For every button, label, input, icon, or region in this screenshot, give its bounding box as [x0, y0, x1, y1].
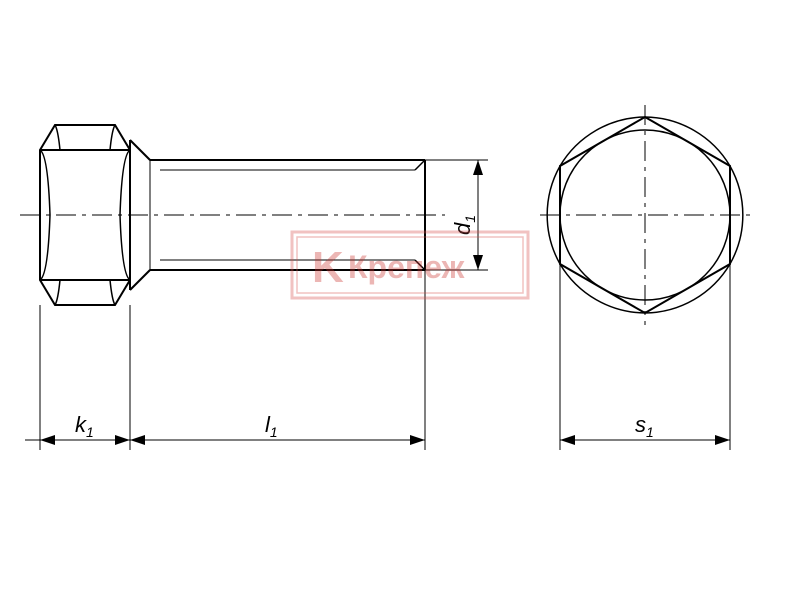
technical-drawing: d1 k1 l1 s1 [0, 0, 800, 600]
bolt-side-view [20, 125, 445, 305]
dimension-l1: l1 [130, 270, 425, 450]
dimension-k1: k1 [25, 305, 145, 450]
svg-text:l1: l1 [265, 412, 278, 440]
dim-d1-label: d [450, 222, 475, 235]
hexagon-end-view [540, 105, 750, 325]
svg-text:k1: k1 [75, 412, 94, 440]
svg-text:s1: s1 [635, 412, 654, 440]
svg-text:d1: d1 [450, 215, 478, 235]
dim-s1-label: s [635, 412, 646, 437]
